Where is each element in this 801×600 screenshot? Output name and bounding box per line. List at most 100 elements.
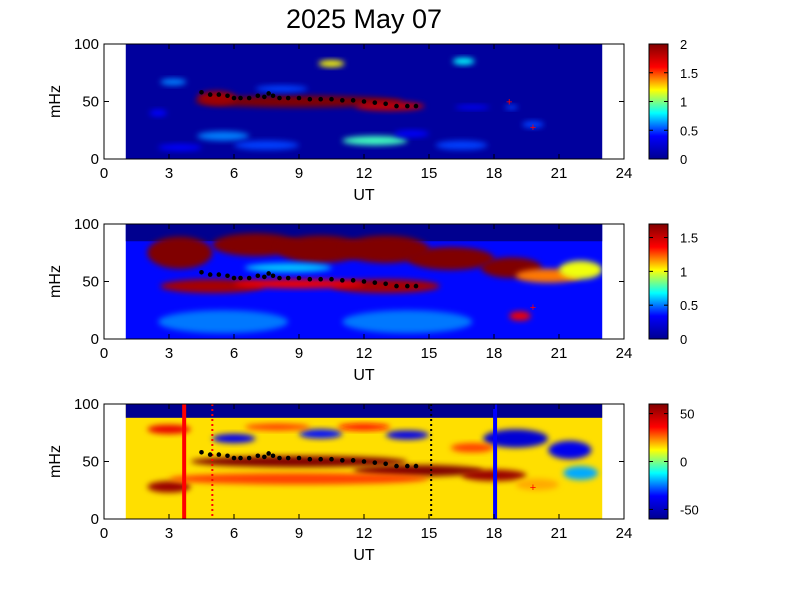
trace-point: [372, 100, 378, 105]
heatmap-2: [125, 224, 603, 339]
trace-point: [307, 456, 313, 462]
trace-point: [270, 273, 276, 279]
trace-point: [270, 93, 276, 99]
trace-point: [216, 92, 222, 97]
trace-point: [216, 452, 222, 457]
red-point: +: [530, 122, 536, 134]
trace-point: [361, 99, 367, 104]
x-tick-label: 21: [551, 165, 568, 182]
trace-point: [372, 460, 378, 465]
heatmap-blob: [342, 136, 408, 146]
trace-point: [383, 101, 388, 107]
trace-point: [296, 275, 302, 281]
trace-point: [383, 281, 388, 287]
y-tick-label: 0: [91, 331, 99, 348]
heatmap-blob: [455, 104, 490, 110]
heatmap-blob: [452, 57, 475, 65]
trace-point: [238, 455, 243, 461]
heatmap-blob: [244, 263, 332, 273]
heatmap-blob: [212, 433, 256, 444]
colorbar-tick-label: -50: [680, 502, 699, 517]
trace-point: [383, 461, 388, 467]
heatmap-blob: [158, 144, 202, 151]
trace-point: [199, 450, 204, 455]
trace-point: [246, 275, 252, 281]
heatmap-blob: [394, 130, 429, 138]
heatmap-blob: [299, 429, 343, 439]
heatmap-blob: [338, 423, 390, 431]
x-tick-label: 12: [356, 165, 373, 182]
x-tick-label: 0: [100, 525, 108, 542]
trace-point: [262, 454, 267, 460]
x-tick-label: 6: [230, 345, 238, 362]
x-axis-3: 0 3 6 9 12 15 18 21 24 UT: [100, 404, 632, 564]
trace-point: [394, 283, 399, 289]
trace-point: [361, 459, 367, 464]
trace-point: [413, 463, 419, 469]
trace-point: [231, 95, 237, 101]
colorbar-tick-label: 2: [680, 37, 687, 52]
trace-point: [238, 275, 243, 281]
y-tick-label: 100: [74, 36, 99, 53]
trace-point: [199, 270, 204, 275]
trace-point: [394, 103, 399, 109]
trace-point: [350, 278, 356, 283]
trace-point: [340, 458, 345, 463]
trace-point: [277, 455, 282, 461]
trace-point: [246, 455, 252, 461]
trace-point: [372, 280, 378, 285]
trace-point: [231, 455, 237, 461]
heatmap-blob: [147, 424, 191, 434]
y-tick-label: 0: [91, 511, 99, 528]
heatmap-blob: [385, 430, 430, 440]
x-tick-label: 21: [551, 345, 568, 362]
y-axis-1: 0 50 100 mHz: [47, 36, 624, 168]
heatmap-blob: [563, 466, 599, 480]
x-tick-label: 3: [165, 525, 173, 542]
heatmap-blob: [149, 109, 167, 117]
colorbar-2: 0 0.5 1 1.5: [648, 223, 698, 347]
heatmap-blob: [342, 235, 429, 264]
heatmap-blob: [158, 310, 289, 334]
heatmap-blob: [407, 247, 494, 270]
x-axis-2: 0 3 6 9 12 15 18 21 24 UT: [100, 224, 632, 384]
trace-point: [340, 278, 345, 283]
x-tick-label: 15: [421, 165, 438, 182]
x-tick-label: 0: [100, 165, 108, 182]
y-tick-label: 0: [91, 151, 99, 168]
y-tick-label: 50: [82, 94, 99, 111]
trace-point: [270, 453, 276, 459]
trace-point: [296, 455, 302, 461]
trace-point: [262, 274, 267, 280]
trace-point: [405, 103, 410, 109]
heatmap-blob: [147, 481, 191, 493]
colorbar-tick-label: 1: [680, 264, 687, 279]
trace-point: [255, 453, 261, 459]
heatmap-blob: [160, 78, 187, 86]
heatmap-blob: [435, 140, 488, 150]
x-tick-label: 15: [421, 525, 438, 542]
x-axis-label: UT: [353, 547, 375, 564]
heatmap-blob: [169, 473, 429, 485]
heatmap-blob: [234, 140, 299, 150]
heatmap-blob: [147, 236, 213, 269]
trace-point: [246, 95, 252, 101]
x-tick-label: 6: [230, 525, 238, 542]
heatmap-blob: [244, 423, 310, 431]
trace-point: [285, 455, 291, 461]
trace-point: [318, 96, 323, 102]
trace-point: [329, 456, 334, 462]
trace-point: [199, 90, 204, 95]
colorbar-tick-label: 0: [680, 332, 687, 347]
colorbar-tick-label: 0: [680, 455, 687, 470]
trace-point: [340, 98, 345, 103]
heatmap-blob: [255, 85, 308, 93]
x-tick-label: 12: [356, 345, 373, 362]
trace-point: [231, 275, 237, 281]
trace-point: [329, 276, 334, 282]
trace-point: [307, 276, 313, 282]
colorbar-1: 0 0.5 1 1.5 2: [648, 37, 698, 167]
trace-point: [207, 92, 213, 97]
heatmap-blob: [509, 311, 531, 321]
